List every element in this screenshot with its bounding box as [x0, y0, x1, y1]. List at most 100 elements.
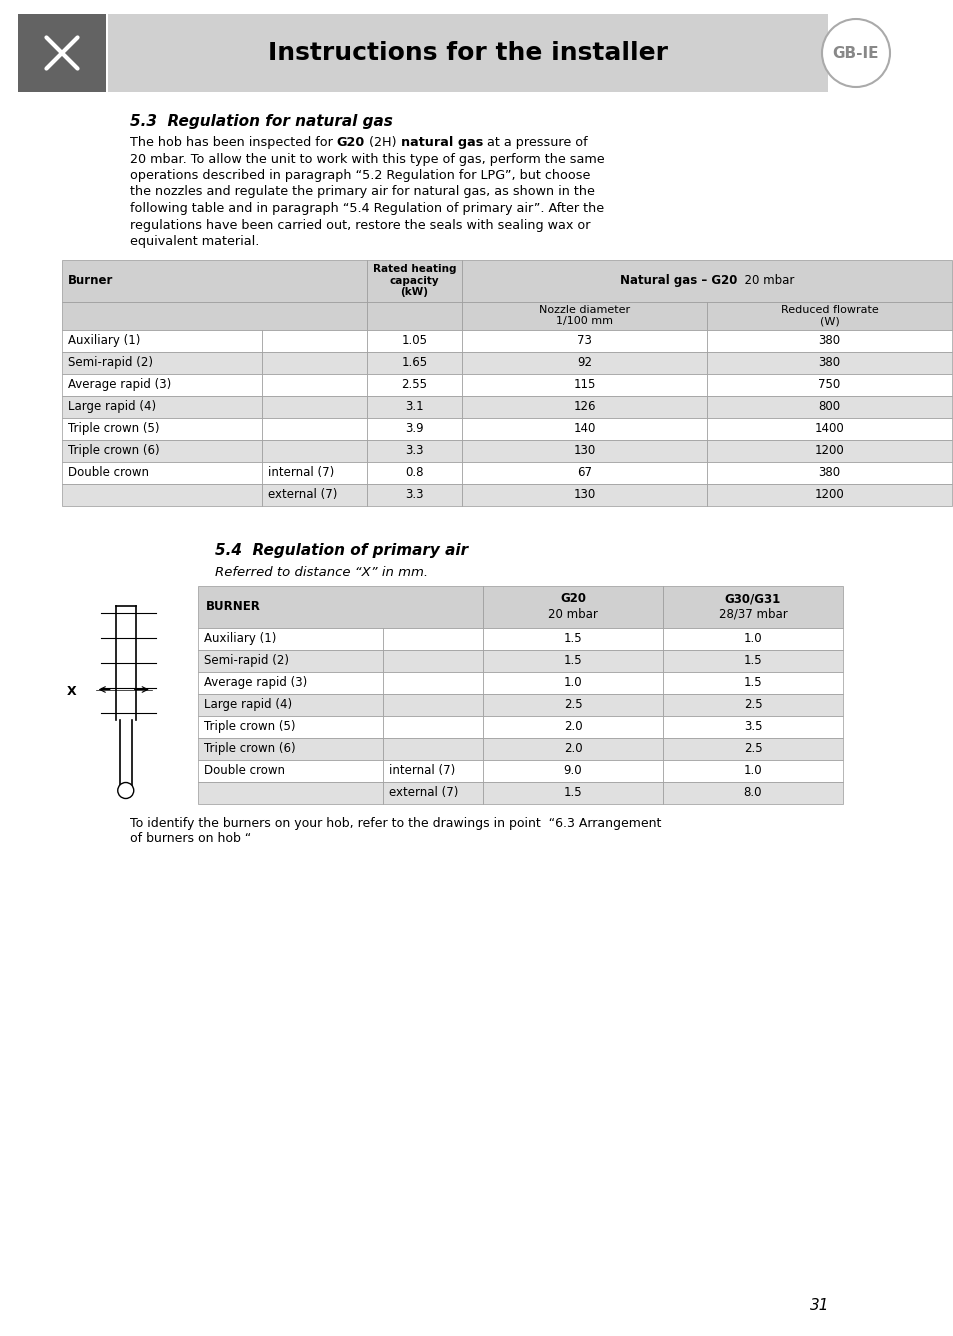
Bar [367, 484, 461, 505]
Text: Triple crown (5): Triple crown (5) [204, 720, 295, 733]
Bar [62, 374, 262, 395]
Bar [198, 737, 382, 759]
Bar [367, 417, 461, 440]
Bar [198, 716, 382, 737]
Text: 31: 31 [809, 1297, 829, 1312]
Bar [461, 374, 706, 395]
Text: Auxiliary (1): Auxiliary (1) [204, 632, 276, 645]
Text: 9.0: 9.0 [563, 764, 581, 778]
Text: 3.9: 3.9 [405, 422, 423, 436]
Bar [262, 417, 367, 440]
Text: 92: 92 [577, 355, 592, 369]
Text: 1.5: 1.5 [563, 786, 581, 799]
Text: Nozzle diameter
1/100 mm: Nozzle diameter 1/100 mm [538, 305, 629, 326]
Bar [62, 484, 262, 505]
Bar [706, 461, 951, 484]
Bar [482, 759, 662, 782]
Text: 1.0: 1.0 [563, 676, 581, 689]
Bar [382, 737, 482, 759]
Bar [461, 417, 706, 440]
Text: 2.5: 2.5 [743, 697, 761, 711]
Bar [262, 461, 367, 484]
Text: natural gas: natural gas [400, 136, 482, 150]
Bar [382, 649, 482, 672]
Text: 8.0: 8.0 [743, 786, 761, 799]
Bar [662, 759, 842, 782]
Text: 1.65: 1.65 [401, 355, 427, 369]
Bar [262, 351, 367, 374]
Text: 1200: 1200 [814, 488, 843, 501]
Bar [706, 330, 951, 351]
Text: 1400: 1400 [814, 422, 843, 436]
Bar [662, 649, 842, 672]
Bar [62, 259, 367, 302]
Bar [198, 628, 382, 649]
Text: at a pressure of: at a pressure of [482, 136, 587, 150]
Text: Average rapid (3): Average rapid (3) [204, 676, 307, 689]
Text: 130: 130 [573, 444, 595, 457]
Bar [662, 628, 842, 649]
Bar [382, 672, 482, 693]
Text: 1.5: 1.5 [563, 655, 581, 667]
Text: 380: 380 [818, 466, 840, 480]
Bar [367, 259, 461, 302]
Text: GB-IE: GB-IE [832, 45, 879, 60]
Text: Triple crown (6): Triple crown (6) [68, 444, 159, 457]
Text: 20 mbar: 20 mbar [547, 608, 598, 620]
Text: 20 mbar: 20 mbar [737, 274, 794, 287]
Bar [662, 672, 842, 693]
Bar [706, 395, 951, 417]
Text: Large rapid (4): Large rapid (4) [68, 399, 156, 413]
Bar [662, 716, 842, 737]
Text: G20: G20 [336, 136, 365, 150]
Text: 1.05: 1.05 [401, 334, 427, 347]
Text: 2.5: 2.5 [743, 741, 761, 755]
Bar [62, 351, 262, 374]
Bar [367, 395, 461, 417]
Text: 0.8: 0.8 [405, 466, 423, 480]
Bar [461, 330, 706, 351]
Text: 1.5: 1.5 [743, 655, 761, 667]
Text: 750: 750 [818, 378, 840, 391]
Text: external (7): external (7) [389, 786, 457, 799]
Text: 73: 73 [577, 334, 591, 347]
Text: equivalent material.: equivalent material. [130, 235, 259, 248]
Bar [461, 440, 706, 461]
Text: 800: 800 [818, 399, 840, 413]
Text: 2.55: 2.55 [401, 378, 427, 391]
Bar [706, 374, 951, 395]
Bar [482, 649, 662, 672]
Circle shape [117, 783, 133, 799]
Text: 3.1: 3.1 [405, 399, 423, 413]
Bar [262, 440, 367, 461]
Bar [198, 672, 382, 693]
Bar [482, 693, 662, 716]
Bar [367, 351, 461, 374]
Bar [706, 417, 951, 440]
Text: 5.3  Regulation for natural gas: 5.3 Regulation for natural gas [130, 114, 393, 130]
Bar [367, 440, 461, 461]
Text: 380: 380 [818, 355, 840, 369]
Text: Referred to distance “X” in mm.: Referred to distance “X” in mm. [214, 565, 428, 578]
Bar [482, 737, 662, 759]
Text: Burner: Burner [68, 274, 113, 287]
Bar [62, 395, 262, 417]
Text: The hob has been inspected for: The hob has been inspected for [130, 136, 336, 150]
Bar [482, 628, 662, 649]
Bar [706, 351, 951, 374]
Bar [706, 484, 951, 505]
Text: 115: 115 [573, 378, 595, 391]
Bar [662, 585, 842, 628]
Bar [198, 585, 482, 628]
Bar [382, 716, 482, 737]
Text: 1.5: 1.5 [563, 632, 581, 645]
Text: 67: 67 [577, 466, 592, 480]
Bar [198, 782, 382, 803]
Text: 126: 126 [573, 399, 595, 413]
Text: 1.0: 1.0 [743, 632, 761, 645]
Bar [382, 759, 482, 782]
Text: Triple crown (6): Triple crown (6) [204, 741, 295, 755]
Text: 5.4  Regulation of primary air: 5.4 Regulation of primary air [214, 544, 468, 558]
Bar [62, 461, 262, 484]
Bar [198, 649, 382, 672]
